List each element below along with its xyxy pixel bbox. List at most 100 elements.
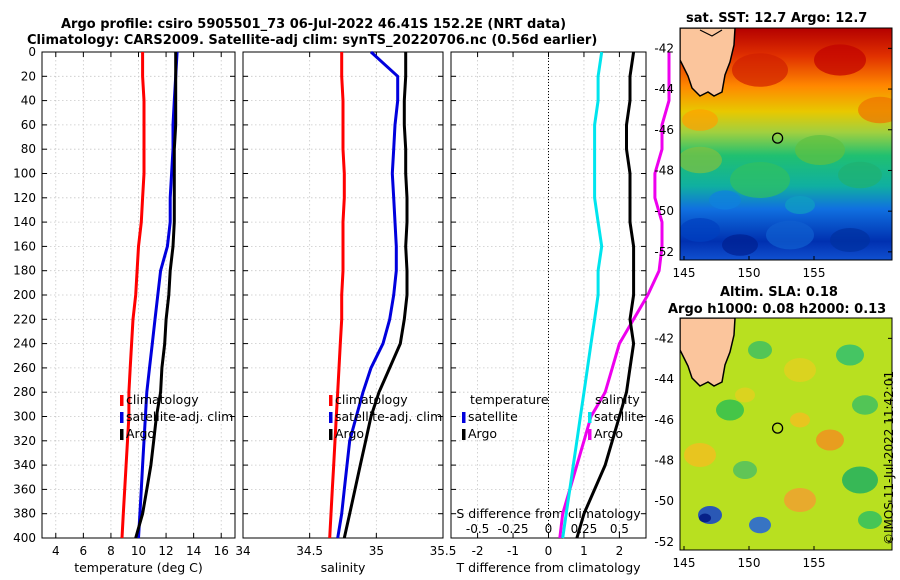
legend-swatch [462,429,466,440]
x-tick-label: 12 [158,544,173,558]
y-tick-label: 80 [21,142,36,156]
y-tick-label: 100 [13,167,36,181]
temperature-panel: 0 20 40 60 80 100 120 140 160 180 200 220 240 260 280 3… [13,45,236,575]
sst-patch [680,146,722,174]
legend-swatch [329,429,333,440]
sst-map-axes: 145 150 155 -42 -44 -46 -48 -50 -52 [654,41,892,280]
y-tick-label: 120 [13,191,36,205]
y-tick-label: 20 [21,69,36,83]
legend-swatch [120,395,124,406]
mainland-coast [699,29,723,37]
salinity-tick-label: 0 [545,522,553,536]
sla-map-panel: Altim. SLA: 0.18 Argo h1000: 0.08 h2000:… [654,285,893,570]
x-tick-label: 35 [369,544,384,558]
y-tick-label: 200 [13,288,36,302]
difference-panel: -2 -1 0 1 2 T difference from climatology S di… [450,51,671,575]
satellite-line [336,50,400,539]
x-tick-label: 145 [673,556,696,570]
argo-location-marker [771,132,784,144]
x-tick-label: 0 [545,544,553,558]
x-tick-label: -2 [472,544,484,558]
sst-map-title: sat. SST: 12.7 Argo: 12.7 [686,11,867,26]
sst-patch [785,196,815,214]
sst-patch [732,53,788,87]
sst-patch [814,44,866,76]
x-tick-label: 150 [738,266,761,280]
copyright-label: ©IMOS 11-Jul-2022 11:42:01 [882,371,896,545]
t-satellite-line [561,51,604,539]
y-tick-label: 160 [13,239,36,253]
sst-texture [680,44,892,256]
argo-line [342,52,409,539]
sst-patch [838,161,882,189]
satellite-line [137,51,179,539]
x-tick-label: 16 [214,544,229,558]
sla-patch [733,461,757,479]
sst-heatmap [680,28,892,260]
salinity-axis-label: S difference from climatology [456,506,641,521]
figure-title-line1: Argo profile: csiro 5905501_73 06-Jul-20… [61,17,566,32]
argo-location-marker [771,422,784,434]
sla-patch [842,466,878,494]
sst-patch [830,228,870,252]
sla-map-title-line2: Argo h1000: 0.08 h2000: 0.13 [668,302,886,317]
s-satellite-line [558,52,671,539]
figure-title-line2: Climatology: CARS2009. Satellite-adj cli… [27,33,597,48]
y-tick-label: -44 [654,372,674,386]
sla-patch [858,511,882,529]
legend-swatch [588,429,592,440]
y-tick-label: -48 [654,453,674,467]
y-tick-label: -42 [654,331,674,345]
sla-patch [784,358,816,382]
x-tick-label: -1 [507,544,519,558]
tasmania-landmass [680,318,736,387]
legend-label: Argo [126,426,155,441]
y-tick-label: -42 [654,41,674,55]
sla-map-frame [679,317,893,551]
y-tick-label: -44 [654,82,674,96]
y-tick-label: -46 [654,413,674,427]
sla-patch [816,429,844,451]
x-tick-label: 2 [616,544,624,558]
sla-map-title-line1: Altim. SLA: 0.18 [720,285,838,300]
sla-patch [749,516,771,534]
sst-patch [858,96,892,124]
sla-patch [784,488,816,512]
sst-patch [730,162,790,198]
legend-label: climatology [126,392,199,407]
legend-label: Argo [468,426,497,441]
y-tick-label: 320 [13,434,36,448]
sst-patch [766,220,814,250]
x-tick-label: 155 [803,556,826,570]
legend-title-salinity: salinity [595,392,640,407]
sst-patch [722,234,758,256]
y-tick-label: 360 [13,482,36,496]
y-tick-label: -50 [654,204,674,218]
y-tick-label: 40 [21,94,36,108]
sst-patch [682,109,718,131]
x-tick-label: 34 [235,544,250,558]
x-axis-label: temperature (deg C) [74,560,203,575]
y-tick-label: 220 [13,312,36,326]
sla-patch [735,387,755,403]
sla-heatmap [680,318,892,550]
legend-label: Argo [335,426,364,441]
sla-patch [699,513,711,523]
sst-map-panel: sat. SST: 12.7 Argo: 12.7 145 150 155 -42 -4… [654,11,893,280]
legend-title-temperature: temperature [470,392,549,407]
y-tick-label: 400 [13,531,36,545]
y-tick-label: 380 [13,507,36,521]
x-tick-label: 145 [673,266,696,280]
legend-label: satellite-adj. clim [335,409,442,424]
sla-patch [748,341,772,359]
y-tick-label: 240 [13,337,36,351]
y-tick-label: 280 [13,385,36,399]
x-tick-label: 155 [803,266,826,280]
legend-swatch [588,412,592,423]
y-tick-label: 340 [13,458,36,472]
sst-patch [709,190,741,210]
x-tick-label: 8 [107,544,115,558]
climatology-line [328,52,346,539]
sst-map-frame [679,27,893,261]
